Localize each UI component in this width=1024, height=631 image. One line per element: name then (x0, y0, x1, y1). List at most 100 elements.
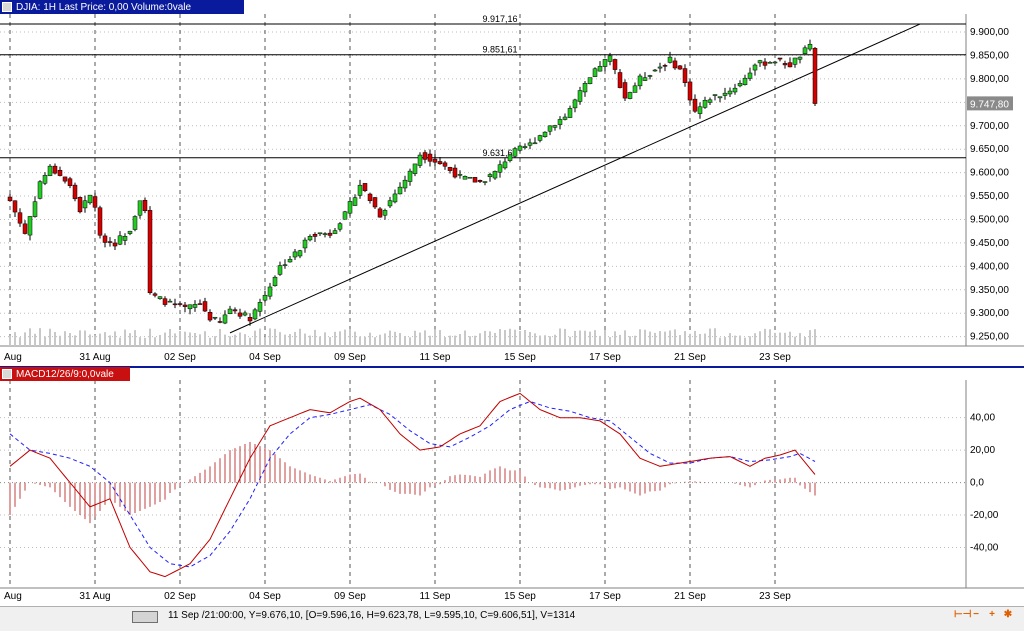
volume-bar (634, 335, 636, 346)
volume-bar (404, 335, 406, 346)
price-ytick-label: 9.400,00 (970, 261, 1009, 272)
candle-body (412, 163, 418, 174)
volume-bar (204, 331, 206, 346)
macd-ytick-label: 40,00 (970, 413, 995, 424)
macd-panel-title: MACD12/26/9:0,0vale (0, 367, 130, 381)
volume-bar (234, 334, 236, 346)
volume-bar (654, 332, 656, 346)
candle-body (377, 208, 383, 218)
candle-body (367, 193, 373, 201)
minus-icon[interactable]: − (973, 609, 979, 620)
candle-body (292, 251, 298, 258)
volume-bar (769, 329, 771, 346)
volume-bar (584, 330, 586, 346)
candle-body (702, 99, 708, 108)
volume-bar (659, 331, 661, 346)
volume-bar (419, 332, 421, 346)
candle-body (592, 68, 598, 77)
gear-icon[interactable]: ✱ (1003, 609, 1013, 620)
candle-body (477, 180, 483, 182)
candle-body (187, 304, 193, 310)
candle-body (182, 304, 188, 307)
price-panel-bg (0, 14, 1024, 368)
candle-body (52, 165, 58, 174)
candle-body (157, 296, 163, 300)
macd-ytick-label: 0,0 (970, 478, 984, 489)
candle-body (337, 223, 343, 230)
volume-bar (409, 337, 411, 346)
volume-bar (389, 330, 391, 346)
candle-body (382, 210, 388, 216)
candle-body (77, 197, 83, 213)
candle-body (637, 75, 643, 87)
volume-bar (519, 330, 521, 346)
price-ytick-label: 9.350,00 (970, 285, 1009, 296)
volume-bar (794, 336, 796, 346)
volume-bar (679, 335, 681, 346)
candle-body (357, 184, 363, 196)
last-price-marker (967, 96, 1013, 111)
volume-bar (559, 328, 561, 346)
volume-bar (489, 331, 491, 346)
candle-body (332, 230, 338, 234)
candle-body (807, 44, 813, 50)
x-tick-label: 04 Sep (249, 352, 281, 363)
x-tick-label: 17 Sep (589, 591, 621, 602)
candle-body (417, 154, 423, 166)
candle-body (312, 233, 318, 237)
macd-ytick-label: -20,00 (970, 510, 999, 521)
candle-body (222, 314, 228, 324)
candle-body (687, 81, 693, 101)
status-text: 11 Sep /21:00:00, Y=9.676,10, [O=9.596,1… (168, 610, 576, 621)
price-ytick-label: 9.500,00 (970, 214, 1009, 225)
x-tick-label: 02 Sep (164, 352, 196, 363)
x-tick-label: 23 Sep (759, 591, 791, 602)
candle-body (82, 200, 88, 209)
candle-body (547, 125, 553, 132)
candle-body (457, 174, 463, 176)
volume-bar (719, 337, 721, 346)
candle-body (122, 236, 128, 241)
main-panel-title-text: DJIA: 1H Last Price: 0,00 Volume:0vale (16, 1, 192, 13)
volume-bar (694, 330, 696, 346)
volume-bar (369, 332, 371, 346)
candle-body (577, 90, 583, 102)
candle-body (737, 83, 743, 87)
volume-bar (169, 329, 171, 346)
candle-body (567, 108, 573, 118)
plus-icon[interactable]: + (989, 609, 995, 620)
horizontal-scrollbar[interactable] (132, 611, 158, 623)
volume-bar (104, 332, 106, 346)
volume-bar (724, 337, 726, 346)
price-ytick-label: 9.900,00 (970, 27, 1009, 38)
candle-body (317, 232, 323, 235)
volume-bar (624, 330, 626, 346)
volume-bar (24, 332, 26, 346)
volume-bar (684, 331, 686, 346)
volume-bar (149, 328, 151, 346)
window-icon[interactable] (2, 369, 12, 379)
volume-bar (439, 330, 441, 346)
candle-body (757, 60, 763, 64)
volume-bar (34, 333, 36, 346)
candle-body (732, 87, 738, 93)
window-icon[interactable] (2, 2, 12, 12)
price-chart[interactable]: 9.917,16 9.851,61 9.631,69 9.900,00 9.850,0… (0, 0, 1024, 606)
volume-bar (414, 330, 416, 346)
price-ytick-label: 9.600,00 (970, 168, 1009, 179)
volume-bar (544, 335, 546, 346)
volume-bar (184, 331, 186, 346)
volume-bar (524, 329, 526, 346)
candle-body (747, 72, 753, 79)
candle-body (72, 184, 78, 200)
volume-bar (44, 336, 46, 346)
candle-body (717, 96, 723, 99)
candle-body (472, 177, 478, 183)
volume-bar (709, 328, 711, 346)
volume-bar (239, 332, 241, 346)
volume-bar (494, 332, 496, 346)
x-tick-label: 11 Sep (420, 591, 451, 602)
price-level-label: 9.631,69 (482, 148, 517, 158)
x-tick-label: 02 Sep (164, 591, 196, 602)
zoom-out-icon[interactable]: ⊢⊣ (954, 609, 972, 620)
